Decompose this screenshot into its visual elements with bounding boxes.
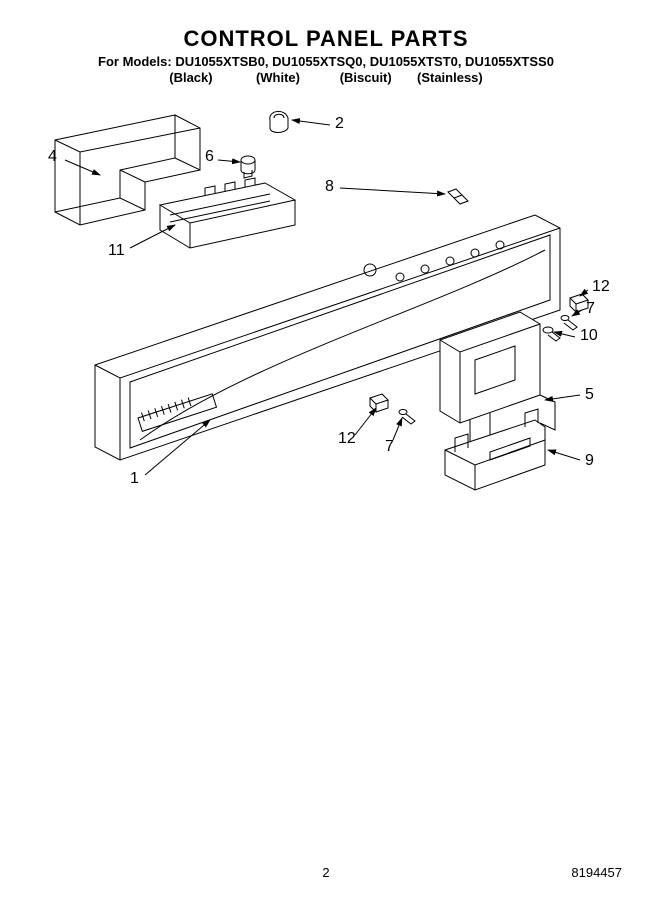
callout-10: 10 <box>580 327 598 345</box>
callout-12-lower: 12 <box>338 430 356 448</box>
document-number: 8194457 <box>571 865 622 880</box>
callout-8: 8 <box>325 178 334 196</box>
callout-6: 6 <box>205 148 214 166</box>
part-8 <box>448 189 468 204</box>
callout-7-upper: 7 <box>586 300 595 318</box>
exploded-diagram <box>0 0 652 900</box>
part-7-lower <box>399 410 415 425</box>
callout-4: 4 <box>48 148 57 166</box>
callout-9: 9 <box>585 452 594 470</box>
part-6 <box>241 156 255 178</box>
callout-5: 5 <box>585 386 594 404</box>
callout-2: 2 <box>335 115 344 133</box>
part-2 <box>270 111 288 132</box>
page-number: 2 <box>0 865 652 880</box>
part-7-upper <box>561 316 577 331</box>
callout-7-lower: 7 <box>385 438 394 456</box>
callout-12-upper: 12 <box>592 278 610 296</box>
callout-11: 11 <box>108 242 125 260</box>
part-11 <box>160 178 295 248</box>
callout-1: 1 <box>130 470 139 488</box>
part-12-lower <box>370 394 388 412</box>
part-10-screw <box>543 327 560 341</box>
